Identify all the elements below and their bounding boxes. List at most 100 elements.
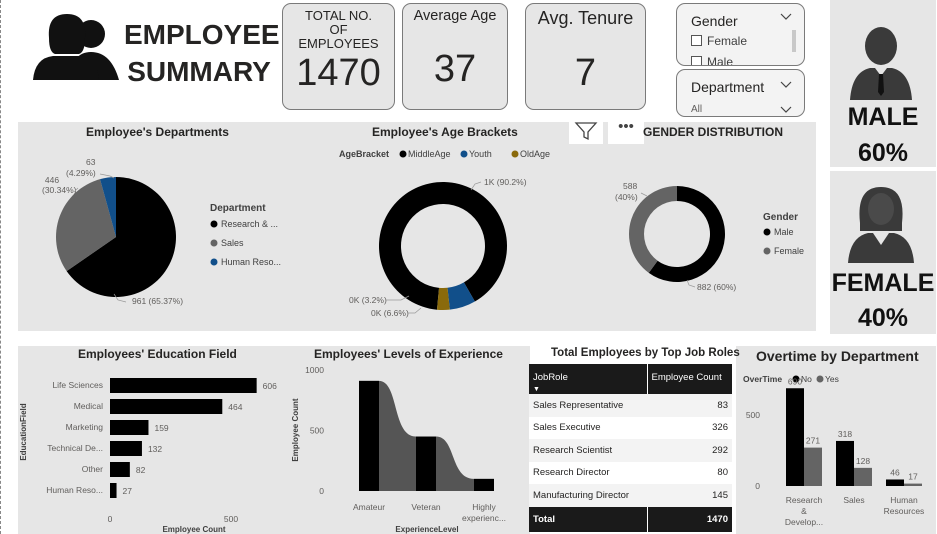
job-roles-title: Total Employees by Top Job Roles xyxy=(551,347,740,359)
category-label: Life Sciences xyxy=(52,380,103,390)
x-tick-label: experienc... xyxy=(462,513,506,523)
kpi-total-label: TOTAL NO. OF EMPLOYEES xyxy=(298,8,379,51)
education-bar-chart[interactable]: Life Sciences 606 Medical 464 Marketing 159 Te… xyxy=(18,362,303,534)
kpi-total-value: 1470 xyxy=(296,52,381,94)
legend-marker xyxy=(792,375,800,383)
legend-label: Human Reso... xyxy=(221,257,281,267)
category-label: Technical De... xyxy=(47,443,103,453)
dropdown-chevron-icon[interactable] xyxy=(780,104,792,114)
slice-youth[interactable] xyxy=(447,282,475,310)
leader-line xyxy=(470,181,482,191)
gender-slicer[interactable]: Gender Female Male xyxy=(676,3,805,66)
chevron-down-icon[interactable] xyxy=(780,11,792,21)
y-tick-label: 500 xyxy=(746,410,760,420)
bar[interactable] xyxy=(836,440,854,486)
data-label: 0K (3.2%) xyxy=(349,295,387,305)
bar[interactable] xyxy=(110,462,130,477)
kpi-age-label: Average Age xyxy=(413,8,497,24)
departments-chart-title: Employee's Departments xyxy=(86,125,229,139)
x-tick-label: Resources xyxy=(884,506,925,516)
y-tick-label: 0 xyxy=(319,486,324,496)
table-row[interactable]: Research Director 80 xyxy=(529,461,732,484)
overtime-bar-chart[interactable]: OverTime No Yes 0 500 690 271 318 128 46 17 Resear… xyxy=(736,362,936,534)
column-header-employee-count[interactable]: Employee Count xyxy=(647,364,732,394)
education-chart-title: Employees' Education Field xyxy=(78,347,237,361)
age-legend-title: AgeBracket xyxy=(339,149,389,159)
bar[interactable] xyxy=(110,441,142,456)
checkbox-female[interactable] xyxy=(691,35,702,46)
department-selected-value[interactable]: All xyxy=(691,104,703,115)
slice-human-resources[interactable] xyxy=(100,177,116,237)
slice-sales[interactable] xyxy=(55,179,116,272)
legend-label: OldAge xyxy=(520,149,550,159)
bar[interactable] xyxy=(886,479,904,486)
gender-option-female[interactable]: Female xyxy=(691,34,747,48)
slice-male[interactable] xyxy=(648,186,725,282)
slice-oldage[interactable] xyxy=(436,287,450,310)
x-tick-label: 500 xyxy=(224,514,238,524)
bar[interactable] xyxy=(904,483,922,486)
data-label: 446 xyxy=(45,175,59,185)
bar[interactable] xyxy=(110,399,223,414)
slicer-scrollbar[interactable] xyxy=(792,30,796,52)
legend-label: Youth xyxy=(469,149,492,159)
data-label: 63 xyxy=(86,157,96,167)
data-label: 271 xyxy=(806,436,820,446)
bar[interactable] xyxy=(416,436,436,491)
age-donut-chart[interactable]: AgeBracket MiddleAge Youth OldAge 1K (90.2%… xyxy=(331,140,571,330)
bar[interactable] xyxy=(110,483,117,498)
table-row[interactable]: Sales Representative 83 xyxy=(529,394,732,417)
overtime-card xyxy=(736,346,936,534)
kpi-tenure-label: Avg. Tenure xyxy=(537,8,634,28)
gender-slicer-title: Gender xyxy=(691,13,738,29)
experience-area-chart[interactable]: 0 500 1000 Amateur Veteran Highlyexperienc...… xyxy=(286,362,526,534)
table-row[interactable]: Sales Executive 326 xyxy=(529,416,732,439)
overtime-legend-title: OverTime xyxy=(743,374,782,384)
female-percentage: 40% xyxy=(857,304,909,332)
more-options-button[interactable]: ••• xyxy=(608,117,644,144)
column-header-jobrole[interactable]: JobRole ▼ xyxy=(529,364,648,394)
slice-research-development[interactable] xyxy=(66,177,176,297)
leader-line xyxy=(408,307,422,314)
data-label-pct: (4.29%) xyxy=(66,168,96,178)
male-label: MALE xyxy=(847,103,919,131)
departments-pie-chart[interactable]: 961 (65.37%) 446(30.34%) 63(4.29%) Departm… xyxy=(18,140,288,330)
legend-marker xyxy=(460,150,468,158)
table-row[interactable]: Manufacturing Director 145 xyxy=(529,484,732,507)
female-label: FEMALE xyxy=(831,269,935,297)
filter-icon[interactable] xyxy=(569,117,603,144)
more-options-icon[interactable]: ••• xyxy=(618,118,634,135)
x-tick-label: Highly xyxy=(472,502,496,512)
legend-label: Sales xyxy=(221,238,244,248)
department-slicer-title: Department xyxy=(691,79,765,95)
slice-female[interactable] xyxy=(629,186,677,273)
chevron-down-icon[interactable] xyxy=(780,79,792,89)
slice-middleage[interactable] xyxy=(379,182,507,310)
bar[interactable] xyxy=(110,378,257,393)
sort-arrow-icon[interactable]: ▼ xyxy=(533,386,540,393)
gender-donut-chart[interactable]: 882 (60%) 588(40%) Gender Male Female xyxy=(591,140,816,330)
area-fill xyxy=(359,380,494,491)
bar[interactable] xyxy=(110,420,149,435)
gender-option-male[interactable]: Male xyxy=(691,55,733,65)
bar[interactable] xyxy=(359,380,379,491)
bar[interactable] xyxy=(786,388,804,486)
education-x-axis-label: Employee Count xyxy=(162,525,225,534)
category-label: Other xyxy=(82,464,103,474)
legend-label: Yes xyxy=(825,374,839,384)
leader-line xyxy=(99,173,115,179)
table-row[interactable]: Research Scientist 292 xyxy=(529,439,732,462)
filter-button[interactable] xyxy=(569,117,603,144)
legend-label: No xyxy=(801,374,812,384)
checkbox-male[interactable] xyxy=(691,56,702,65)
experience-chart-title: Employees' Levels of Experience xyxy=(314,347,503,361)
bar[interactable] xyxy=(474,478,494,491)
department-slicer[interactable]: Department All xyxy=(676,69,805,117)
legend-label: Female xyxy=(774,246,804,256)
x-tick-label: Develop... xyxy=(785,517,823,527)
bar[interactable] xyxy=(804,447,822,486)
data-label: 46 xyxy=(890,467,900,477)
bar[interactable] xyxy=(854,467,872,486)
category-label: Human Reso... xyxy=(46,485,103,495)
